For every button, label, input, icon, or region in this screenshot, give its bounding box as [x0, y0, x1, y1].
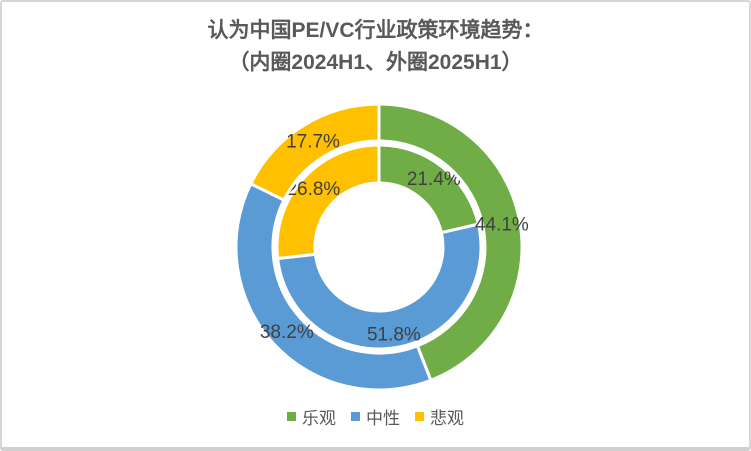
legend-swatch-neutral [351, 412, 360, 421]
legend-item-pessimistic: 悲观 [415, 404, 464, 429]
chart-title-line1: 认为中国PE/VC行业政策环境趋势： [207, 19, 544, 42]
data-label-2024H1-optimistic: 21.4% [407, 169, 461, 190]
donut-slice-2025H1-neutral [234, 182, 433, 392]
legend: 乐观 中性 悲观 [2, 404, 749, 429]
chart-title: 认为中国PE/VC行业政策环境趋势： （内圈2024H1、外圈2025H1） [2, 15, 749, 79]
legend-swatch-optimistic [287, 412, 296, 421]
legend-swatch-pessimistic [415, 412, 424, 421]
donut-slice-2025H1-pessimistic [249, 102, 381, 202]
data-label-2024H1-pessimistic: 26.8% [286, 179, 340, 200]
data-label-2025H1-pessimistic: 17.7% [286, 131, 340, 152]
legend-item-optimistic: 乐观 [287, 404, 336, 429]
legend-label-neutral: 中性 [366, 409, 400, 428]
donut-slice-2024H1-neutral [276, 222, 483, 351]
donut-chart: 21.4% 51.8% 26.8% 44.1% 38.2% 17.7% [234, 102, 529, 392]
legend-label-pessimistic: 悲观 [430, 409, 464, 428]
data-label-2025H1-optimistic: 44.1% [475, 215, 529, 236]
data-label-2025H1-neutral: 38.2% [260, 322, 314, 343]
chart-title-line2: （内圈2024H1、外圈2025H1） [228, 51, 523, 74]
donut-slice-2025H1-optimistic [377, 102, 524, 382]
donut-slice-2024H1-pessimistic [275, 143, 381, 261]
legend-label-optimistic: 乐观 [302, 409, 336, 428]
legend-item-neutral: 中性 [351, 404, 400, 429]
data-label-2024H1-neutral: 51.8% [367, 324, 421, 345]
